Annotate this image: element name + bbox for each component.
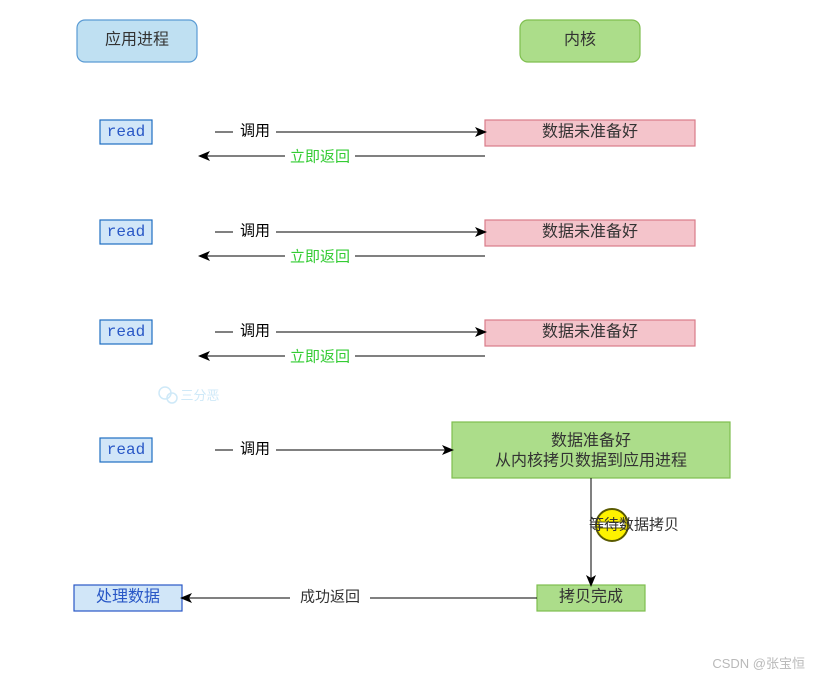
credit-text: CSDN @张宝恒 [712, 656, 805, 671]
return-label: 立即返回 [290, 248, 350, 265]
read-label: read [107, 223, 145, 241]
call-label: 调用 [240, 322, 270, 339]
header-app: 应用进程 [105, 30, 169, 49]
not-ready-label: 数据未准备好 [542, 323, 638, 341]
return-label: 立即返回 [290, 348, 350, 365]
not-ready-label: 数据未准备好 [542, 123, 638, 141]
wait-label: 等待数据拷贝 [589, 515, 679, 533]
read-label: read [107, 123, 145, 141]
not-ready-label: 数据未准备好 [542, 223, 638, 241]
read-label: read [107, 441, 145, 459]
return-label: 立即返回 [290, 148, 350, 165]
call-label: 调用 [240, 440, 270, 457]
success-label: 成功返回 [300, 588, 360, 605]
read-label: read [107, 323, 145, 341]
call-label: 调用 [240, 122, 270, 139]
ready-line1: 数据准备好 [551, 432, 631, 450]
header-kernel: 内核 [564, 31, 596, 49]
call-label: 调用 [240, 222, 270, 239]
process-label: 处理数据 [96, 588, 160, 606]
ready-line2: 从内核拷贝数据到应用进程 [495, 451, 687, 470]
copy-done-label: 拷贝完成 [559, 588, 623, 606]
watermark-text: 三分恶 [180, 388, 219, 403]
